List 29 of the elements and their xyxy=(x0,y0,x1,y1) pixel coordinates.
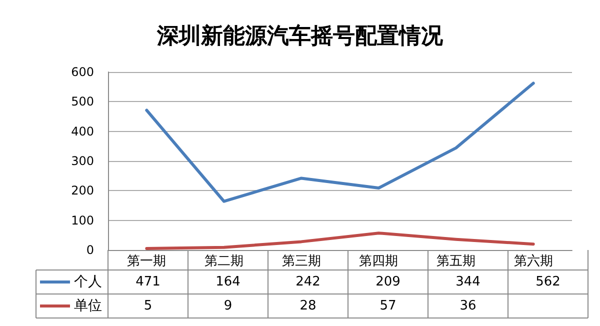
x-tick-label: 第四期 xyxy=(359,254,398,269)
y-tick-label: 600 xyxy=(71,65,94,79)
line-series xyxy=(145,82,535,203)
data-label: 36 xyxy=(460,298,476,314)
data-label: 242 xyxy=(296,274,320,290)
data-label: 5 xyxy=(144,298,152,314)
x-tick-label: 第五期 xyxy=(436,254,476,269)
y-tick-label: 400 xyxy=(71,124,94,138)
chart-title: 深圳新能源汽车摇号配置情况 xyxy=(156,23,444,49)
data-label: 164 xyxy=(216,274,240,290)
x-tick-label: 第六期 xyxy=(514,254,553,269)
x-tick-label: 第二期 xyxy=(204,254,244,269)
y-tick-label: 200 xyxy=(71,184,94,198)
data-label: 57 xyxy=(380,298,396,314)
y-tick-label: 0 xyxy=(86,243,94,257)
data-label: 209 xyxy=(376,274,400,290)
data-label: 28 xyxy=(300,298,316,314)
y-tick-label: 500 xyxy=(71,94,94,109)
data-label: 471 xyxy=(136,274,160,290)
data-label: 344 xyxy=(456,274,480,290)
x-tick-label: 第一期 xyxy=(127,254,166,269)
data-label: 9 xyxy=(224,298,232,314)
legend-label: 个人 xyxy=(74,274,102,290)
y-tick-label: 300 xyxy=(71,154,94,168)
line-series xyxy=(145,232,535,250)
legend-label: 单位 xyxy=(74,298,102,314)
y-tick-label: 100 xyxy=(71,213,94,228)
x-tick-label: 第三期 xyxy=(282,254,321,269)
data-label: 562 xyxy=(536,274,560,290)
